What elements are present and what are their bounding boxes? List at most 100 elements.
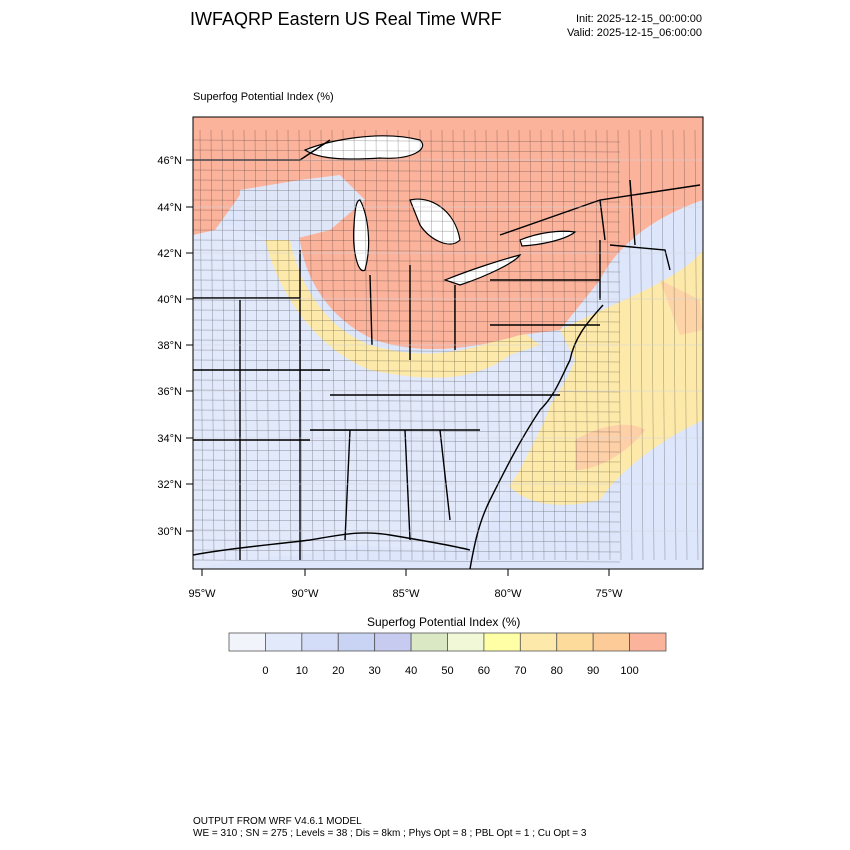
county-line [193,359,621,363]
county-line [193,349,621,353]
county-line [193,269,621,273]
lon-tick-label: 95°W [188,588,216,600]
county-line [193,559,621,563]
county-lines [193,129,699,563]
colorbar-label: 0 [262,665,268,677]
county-line [193,409,621,413]
county-line [193,429,621,433]
county-line [193,189,621,193]
county-line [193,219,621,223]
lon-tick-label: 80°W [494,588,522,600]
footer-grid-info: WE = 310 ; SN = 275 ; Levels = 38 ; Dis … [193,828,587,839]
county-line [193,309,621,313]
colorbar-swatch [265,632,303,652]
county-line [193,279,621,283]
ocean-high-patch-south [575,424,645,470]
ocean-midvalue-region [505,250,703,505]
colorbar-label: 30 [369,665,381,677]
lat-tick-label: 30°N [157,526,182,538]
colorbar-label: 100 [620,665,638,677]
county-line [193,369,621,373]
county-line [193,249,621,253]
county-line [193,289,621,293]
county-line [193,159,621,163]
colorbar-swatch [592,632,630,652]
county-line [193,209,621,213]
county-line [193,469,621,473]
county-line [193,549,621,553]
ocean-high-patch [660,280,703,335]
lat-tick-label: 46°N [157,155,182,167]
lat-tick-label: 36°N [157,386,182,398]
west-high-region [193,117,240,235]
county-line [193,319,621,323]
county-line [193,299,621,303]
county-line [193,449,621,453]
lat-tick-label: 42°N [157,248,182,260]
transition-band [265,240,540,378]
county-line [193,539,621,543]
county-line [193,329,621,333]
colorbar-swatch [337,632,376,652]
lon-tick-label: 85°W [392,588,420,600]
colorbar-swatch [374,632,412,652]
lake-ontario [519,230,577,247]
latitude-axis: 30°N 32°N 34°N 36°N 38°N 40°N 42°N 44°N 46°N [157,155,193,538]
longitude-axis: 95°W 90°W 85°W 80°W 75°W [188,569,623,600]
lon-tick-label: 75°W [595,588,623,600]
county-line [193,489,621,493]
footer-model-info: OUTPUT FROM WRF V4.6.1 MODEL [193,816,362,827]
colorbar-label: 70 [514,665,526,677]
colorbar-swatch [447,632,485,652]
colorbar-label: 10 [296,665,308,677]
colorbar-swatch [629,632,667,652]
colorbar-label: 40 [405,665,417,677]
colorbar-label: 20 [332,665,344,677]
colorbar-swatch [556,632,594,652]
county-line [193,509,621,513]
map-frame [192,116,704,570]
colorbar-title: Superfog Potential Index (%) [367,615,521,629]
lon-tick-label: 90°W [291,588,319,600]
county-line [193,179,621,183]
init-time: Init: 2025-12-15_00:00:00 [576,13,702,25]
lat-tick-label: 44°N [157,202,182,214]
lake-huron [409,198,461,245]
lat-tick-label: 38°N [157,340,182,352]
county-line [193,519,621,523]
county-line [193,379,621,383]
county-line [193,199,621,203]
county-line [193,479,621,483]
colorbar-swatch [301,632,339,652]
colorbar-label: 80 [551,665,563,677]
lat-tick-label: 32°N [157,479,182,491]
lat-tick-label: 40°N [157,294,182,306]
land-low-region [193,225,560,569]
county-line [193,259,621,263]
county-line [193,169,621,173]
county-line [193,399,621,403]
county-line [193,499,621,503]
county-line [193,419,621,423]
county-line [193,439,621,443]
county-line [193,149,621,153]
lat-tick-label: 34°N [157,433,182,445]
wisconsin-low-region [240,175,365,240]
valid-time: Valid: 2025-12-15_06:00:00 [567,27,702,39]
county-line [193,339,621,343]
colorbar-label: 50 [441,665,453,677]
colorbar-swatch [410,632,448,652]
graticule [193,159,703,532]
map-field-label: Superfog Potential Index (%) [193,91,334,103]
county-line [193,239,621,243]
colorbar-label: 90 [587,665,599,677]
plot-title: IWFAQRP Eastern US Real Time WRF [190,9,502,29]
colorbar-swatch [519,632,558,652]
colorbar-label: 60 [478,665,490,677]
county-line [193,459,621,463]
county-line [193,139,621,143]
county-line [193,229,621,233]
colorbar: 0 10 20 30 40 50 60 70 80 90 100 [228,632,667,677]
map-panel [193,117,703,569]
